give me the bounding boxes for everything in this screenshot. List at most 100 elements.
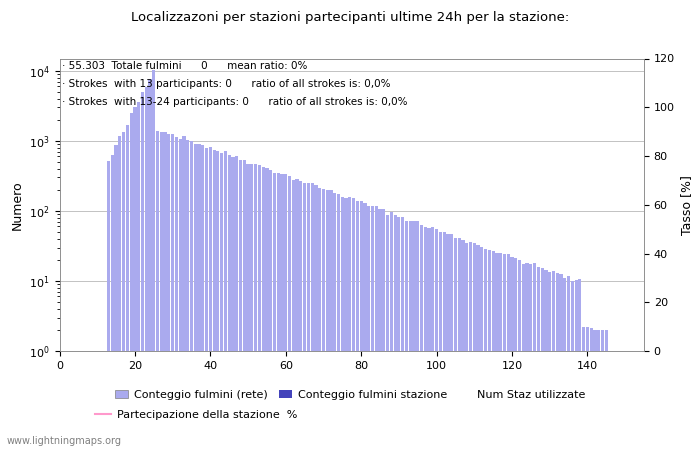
Bar bbox=[514, 258, 517, 450]
Bar bbox=[295, 179, 299, 450]
Bar bbox=[491, 251, 495, 450]
Bar bbox=[405, 221, 408, 450]
Bar bbox=[409, 220, 412, 450]
Text: Localizzazoni per stazioni partecipanti ultime 24h per la stazione:: Localizzazoni per stazioni partecipanti … bbox=[131, 11, 569, 24]
Bar bbox=[152, 70, 155, 450]
Bar bbox=[608, 351, 612, 450]
Bar bbox=[213, 150, 216, 450]
Bar bbox=[545, 270, 547, 450]
Bar bbox=[344, 198, 348, 450]
Bar bbox=[273, 173, 276, 450]
Bar bbox=[371, 206, 374, 450]
Bar bbox=[454, 238, 457, 450]
Text: · Strokes  with 13 participants: 0      ratio of all strokes is: 0,0%: · Strokes with 13 participants: 0 ratio … bbox=[62, 79, 391, 89]
Bar bbox=[398, 216, 400, 450]
Bar bbox=[537, 267, 540, 450]
Bar bbox=[137, 102, 140, 450]
Bar bbox=[220, 153, 223, 450]
Bar bbox=[435, 230, 438, 450]
Bar bbox=[559, 274, 563, 450]
Bar bbox=[228, 154, 231, 450]
Bar bbox=[466, 243, 468, 450]
Bar bbox=[330, 190, 332, 450]
Bar bbox=[382, 209, 386, 450]
Bar bbox=[363, 203, 367, 450]
Bar bbox=[284, 174, 288, 450]
Bar bbox=[484, 249, 487, 450]
Bar bbox=[496, 253, 498, 450]
Bar bbox=[314, 185, 318, 450]
Bar bbox=[586, 328, 589, 450]
Bar bbox=[352, 198, 355, 450]
Bar bbox=[126, 125, 129, 450]
Legend: Partecipazione della stazione  %: Partecipazione della stazione % bbox=[90, 405, 302, 424]
Bar bbox=[303, 183, 306, 450]
Bar bbox=[69, 354, 72, 450]
Bar bbox=[197, 144, 201, 450]
Bar bbox=[589, 328, 593, 450]
Bar bbox=[216, 151, 220, 450]
Bar bbox=[250, 164, 253, 450]
Bar bbox=[499, 253, 503, 450]
Bar bbox=[288, 176, 291, 450]
Bar bbox=[616, 351, 620, 450]
Bar bbox=[564, 278, 566, 450]
Bar bbox=[570, 281, 574, 450]
Bar bbox=[99, 354, 103, 450]
Bar bbox=[269, 170, 272, 450]
Bar bbox=[243, 160, 246, 450]
Bar bbox=[552, 271, 555, 450]
Bar bbox=[258, 165, 261, 450]
Bar bbox=[431, 227, 435, 450]
Bar bbox=[386, 216, 389, 450]
Text: · 55.303  Totale fulmini      0      mean ratio: 0%: · 55.303 Totale fulmini 0 mean ratio: 0% bbox=[62, 62, 308, 72]
Bar bbox=[458, 238, 461, 450]
Bar bbox=[374, 206, 378, 450]
Bar bbox=[246, 164, 250, 450]
Bar bbox=[349, 198, 351, 450]
Legend: Conteggio fulmini (rete), Conteggio fulmini stazione, Num Staz utilizzate: Conteggio fulmini (rete), Conteggio fulm… bbox=[111, 385, 589, 404]
Bar bbox=[605, 330, 608, 450]
Bar bbox=[575, 280, 577, 450]
Bar bbox=[186, 140, 189, 450]
Bar bbox=[311, 184, 314, 450]
Text: www.lightningmaps.org: www.lightningmaps.org bbox=[7, 436, 122, 446]
Bar bbox=[205, 148, 208, 450]
Bar bbox=[73, 354, 76, 450]
Bar bbox=[390, 212, 393, 450]
Bar bbox=[567, 276, 570, 450]
Bar bbox=[597, 330, 601, 450]
Bar bbox=[194, 144, 197, 450]
Bar bbox=[510, 257, 514, 450]
Bar bbox=[529, 264, 533, 450]
Bar bbox=[171, 134, 174, 450]
Bar bbox=[522, 264, 525, 450]
Bar bbox=[156, 131, 159, 450]
Bar bbox=[503, 254, 506, 450]
Bar bbox=[92, 354, 95, 450]
Bar bbox=[526, 263, 528, 450]
Bar bbox=[469, 242, 472, 450]
Bar bbox=[65, 354, 69, 450]
Bar bbox=[84, 354, 88, 450]
Bar bbox=[107, 161, 110, 450]
Bar bbox=[235, 156, 238, 450]
Bar bbox=[356, 201, 359, 450]
Bar bbox=[612, 351, 615, 450]
Bar bbox=[307, 183, 310, 450]
Bar bbox=[416, 221, 419, 450]
Bar bbox=[582, 327, 585, 450]
Bar bbox=[518, 260, 522, 450]
Bar bbox=[299, 181, 302, 450]
Bar bbox=[401, 217, 405, 450]
Bar bbox=[178, 139, 182, 450]
Bar bbox=[111, 155, 114, 450]
Bar bbox=[118, 135, 121, 450]
Bar bbox=[473, 243, 476, 450]
Bar bbox=[281, 174, 284, 450]
Bar bbox=[209, 147, 212, 450]
Bar bbox=[337, 194, 340, 450]
Bar bbox=[182, 136, 186, 450]
Bar bbox=[77, 354, 80, 450]
Bar bbox=[379, 209, 382, 450]
